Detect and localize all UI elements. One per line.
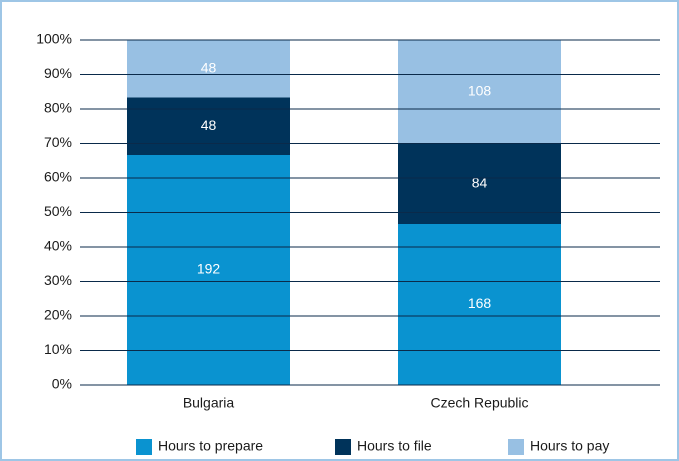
- bar-segment: [127, 97, 290, 155]
- y-tick-label: 40%: [44, 238, 72, 254]
- data-label: 48: [201, 117, 217, 133]
- y-tick-label: 10%: [44, 341, 72, 357]
- bar-segment: [398, 143, 561, 224]
- y-tick-label: 0%: [52, 376, 72, 392]
- x-tick-label: Czech Republic: [430, 395, 528, 411]
- bar-segment: [127, 40, 290, 98]
- y-tick-label: 90%: [44, 65, 72, 81]
- data-label: 192: [197, 261, 221, 277]
- y-tick-label: 60%: [44, 169, 72, 185]
- data-label: 108: [468, 82, 492, 98]
- x-tick-label: Bulgaria: [183, 395, 235, 411]
- data-label: 48: [201, 59, 217, 75]
- legend-label: Hours to prepare: [158, 438, 263, 454]
- bar-segment: [398, 40, 561, 144]
- bar-segment: [398, 224, 561, 385]
- legend-swatch: [136, 439, 152, 455]
- bar-segment: [127, 155, 290, 385]
- legend-swatch: [335, 439, 351, 455]
- y-tick-label: 30%: [44, 272, 72, 288]
- data-label: 84: [472, 174, 488, 190]
- y-tick-label: 20%: [44, 307, 72, 323]
- y-tick-label: 100%: [36, 31, 72, 47]
- y-tick-label: 80%: [44, 100, 72, 116]
- data-label: 168: [468, 295, 492, 311]
- legend-label: Hours to pay: [530, 438, 609, 454]
- y-tick-label: 50%: [44, 203, 72, 219]
- legend-swatch: [508, 439, 524, 455]
- y-tick-label: 70%: [44, 134, 72, 150]
- legend-label: Hours to file: [357, 438, 432, 454]
